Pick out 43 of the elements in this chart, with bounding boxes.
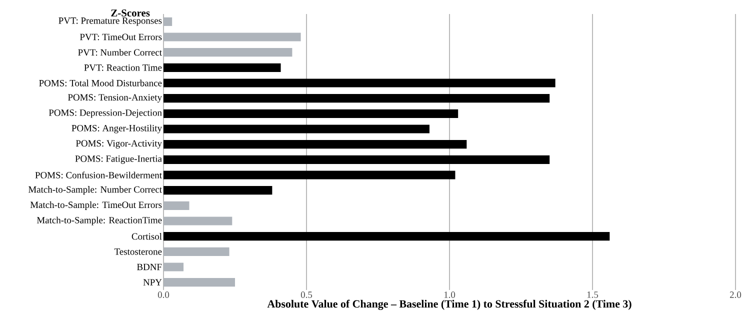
y-tick-label: POMS: Depression-Dejection bbox=[48, 110, 162, 118]
bar bbox=[164, 124, 430, 134]
bar bbox=[164, 63, 281, 72]
chart-title: Z-Scores bbox=[111, 10, 150, 17]
y-tick-label: POMS: Anger-Hostility bbox=[72, 124, 162, 134]
bar bbox=[164, 278, 236, 287]
x-tick-label: 0.5 bbox=[300, 292, 312, 298]
bar bbox=[164, 32, 301, 42]
y-tick-label: POMS: Vigor-Activity bbox=[76, 140, 162, 148]
y-tick-label: Match-to-Sample: TimeOut Errors bbox=[30, 201, 162, 210]
bar bbox=[164, 201, 190, 210]
bar bbox=[164, 216, 232, 226]
bar bbox=[164, 94, 550, 103]
y-tick-label: POMS: Fatigue-Inertia bbox=[75, 156, 162, 164]
bar bbox=[164, 186, 272, 195]
y-tick-label: Match-to-Sample: Number Correct bbox=[28, 186, 162, 195]
bar bbox=[164, 17, 172, 26]
y-tick-label: PVT: Premature Responses bbox=[58, 18, 162, 26]
y-tick-label: POMS: Tension-Anxiety bbox=[68, 94, 162, 102]
bar bbox=[164, 140, 467, 149]
y-tick-label: NPY bbox=[143, 279, 162, 286]
bar bbox=[164, 155, 550, 164]
y-tick-label: PVT: TimeOut Errors bbox=[80, 34, 162, 40]
y-tick-label: BDNF bbox=[137, 264, 162, 270]
bar bbox=[164, 109, 458, 118]
bar bbox=[164, 78, 556, 88]
x-tick-label: 0.0 bbox=[158, 292, 170, 298]
bar bbox=[164, 262, 184, 272]
x-tick-label: 1.5 bbox=[587, 292, 598, 298]
bar bbox=[164, 247, 230, 256]
y-tick-label: PVT: Reaction Time bbox=[84, 64, 162, 71]
y-tick-label: POMS: Confusion-Bewilderment bbox=[35, 172, 162, 178]
bar bbox=[164, 232, 610, 241]
y-tick-label: PVT: Number Correct bbox=[78, 48, 162, 56]
y-tick-label: POMS: Total Mood Disturbance bbox=[39, 80, 162, 86]
y-tick-label: Cortisol bbox=[132, 233, 162, 240]
x-axis-title: Absolute Value of Change – Baseline (Time 1) to Stressful Situation 2 (Time 3) bbox=[267, 300, 632, 310]
y-tick-label: Match-to-Sample: ReactionTime bbox=[36, 216, 162, 226]
x-tick-label: 2.0 bbox=[730, 292, 742, 298]
bar bbox=[164, 48, 292, 57]
bar bbox=[164, 170, 456, 180]
x-tick-label: 1.0 bbox=[444, 292, 456, 298]
y-tick-label: Testosterone bbox=[114, 248, 162, 255]
